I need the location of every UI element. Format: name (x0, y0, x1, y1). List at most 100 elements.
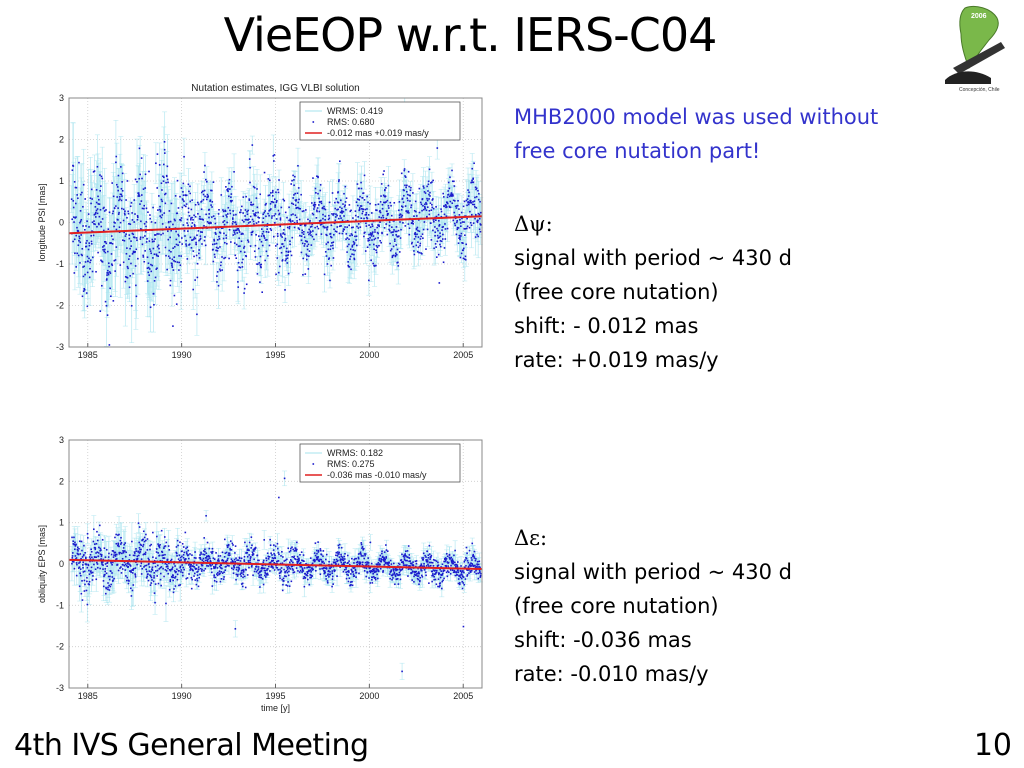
data-point (259, 255, 262, 258)
data-point (194, 237, 197, 240)
data-point (363, 174, 366, 177)
data-point (268, 179, 271, 182)
data-point (441, 226, 444, 229)
data-point (182, 191, 184, 193)
data-point (79, 262, 81, 264)
data-point (394, 240, 396, 242)
data-point (166, 178, 169, 181)
data-point (326, 228, 328, 231)
data-point (449, 194, 452, 197)
data-point (379, 239, 381, 242)
data-point (424, 207, 427, 210)
data-point (195, 254, 198, 257)
data-point (257, 211, 259, 214)
data-point (180, 217, 183, 219)
data-point (412, 245, 415, 248)
data-point (307, 231, 309, 234)
data-point (335, 197, 337, 200)
data-point (395, 244, 398, 246)
data-point (90, 234, 92, 237)
data-point (409, 194, 412, 197)
data-point (306, 248, 309, 251)
data-point (89, 259, 92, 262)
data-point (355, 201, 358, 203)
data-point (155, 162, 157, 165)
data-point (145, 241, 148, 243)
data-point (121, 189, 124, 192)
data-point (127, 212, 130, 215)
data-point (269, 203, 272, 205)
data-point (93, 170, 96, 172)
data-point (318, 220, 321, 222)
data-point (149, 217, 151, 220)
data-point (339, 215, 341, 217)
data-point (250, 203, 252, 206)
data-point (468, 226, 471, 229)
data-point (138, 193, 140, 196)
data-point (353, 258, 356, 261)
data-point (104, 251, 107, 254)
data-point (292, 197, 294, 199)
data-point (228, 228, 231, 231)
data-point (191, 239, 193, 241)
data-point (184, 205, 187, 208)
data-point (436, 234, 439, 237)
data-point (233, 171, 235, 173)
data-point (418, 230, 421, 233)
data-point (230, 193, 233, 195)
data-point (354, 231, 357, 234)
data-point (190, 247, 193, 249)
y-tick-label: -1 (56, 259, 64, 269)
data-point (271, 217, 273, 219)
data-point (182, 182, 185, 185)
data-point (474, 196, 476, 199)
data-point (249, 245, 252, 247)
data-point (280, 234, 282, 237)
data-points (70, 111, 482, 346)
data-point (76, 194, 78, 196)
data-point (334, 201, 336, 204)
data-point (264, 210, 266, 212)
data-point (339, 225, 341, 228)
data-point (320, 233, 323, 235)
data-point (193, 255, 195, 258)
data-point (300, 235, 303, 237)
data-point (266, 228, 268, 230)
data-point (141, 177, 143, 180)
data-point (426, 215, 428, 218)
data-point (330, 245, 332, 247)
data-point (94, 213, 97, 215)
data-point (122, 261, 125, 264)
data-point (361, 197, 364, 199)
data-point (414, 232, 417, 234)
data-point (478, 192, 480, 195)
data-point (306, 245, 309, 247)
y-tick-label: 0 (59, 218, 64, 228)
data-point (467, 201, 470, 203)
y-axis-label: longitude PSI [mas] (37, 183, 47, 261)
data-point (395, 234, 397, 236)
data-point (154, 221, 157, 224)
data-point (409, 200, 411, 202)
data-point (392, 231, 395, 233)
data-point (465, 243, 468, 246)
data-point (477, 198, 480, 201)
data-point (342, 210, 345, 213)
data-point (388, 228, 390, 231)
data-point (110, 242, 112, 244)
data-point (225, 186, 227, 188)
data-point (150, 263, 152, 266)
data-point (244, 215, 246, 217)
data-point (365, 216, 368, 219)
data-point (454, 205, 457, 208)
data-point (247, 209, 249, 212)
data-point (196, 234, 198, 237)
data-point (110, 253, 113, 255)
data-point (295, 216, 298, 219)
data-point (238, 237, 240, 239)
data-point (472, 201, 474, 203)
data-point (390, 248, 393, 250)
data-point (404, 225, 407, 227)
data-point (360, 181, 362, 184)
data-point (387, 205, 390, 207)
